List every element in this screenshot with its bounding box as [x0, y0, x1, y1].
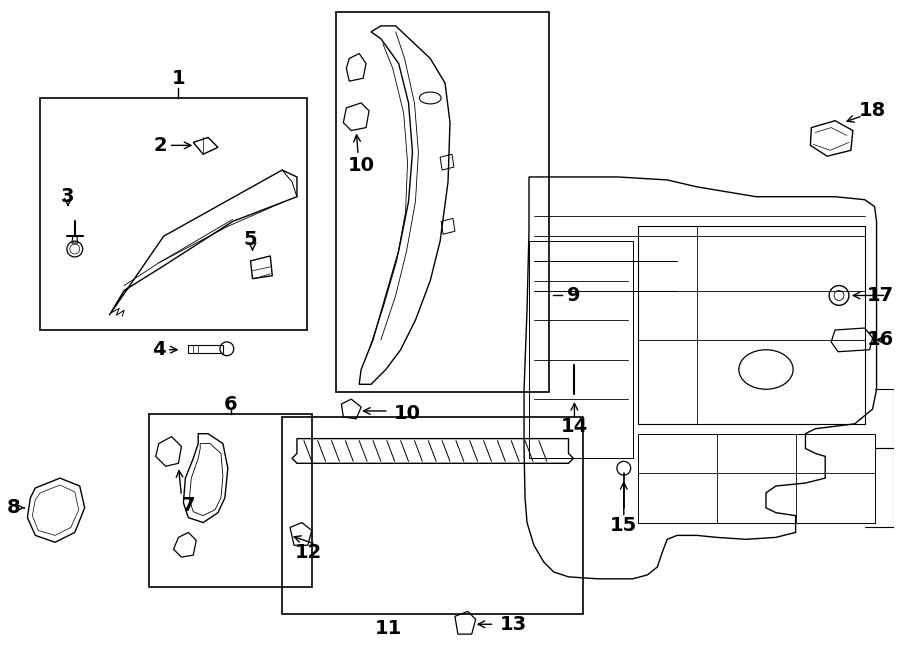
Text: 3: 3 — [61, 187, 75, 206]
Text: 4: 4 — [152, 340, 166, 360]
Text: 2: 2 — [154, 136, 167, 155]
Text: 10: 10 — [347, 155, 374, 175]
Bar — [40, 98, 307, 330]
Text: 7: 7 — [182, 496, 195, 516]
Text: 16: 16 — [867, 330, 895, 350]
Text: 11: 11 — [375, 619, 402, 638]
Text: 14: 14 — [561, 417, 588, 436]
Text: 15: 15 — [610, 516, 637, 535]
Bar — [637, 226, 865, 424]
Text: 18: 18 — [859, 101, 886, 120]
Text: 5: 5 — [244, 229, 257, 249]
Text: 9: 9 — [566, 286, 580, 305]
Text: 12: 12 — [294, 543, 321, 562]
Text: 6: 6 — [224, 395, 238, 414]
Bar — [282, 417, 583, 614]
Bar — [337, 12, 549, 392]
Text: 17: 17 — [868, 286, 895, 305]
Text: 13: 13 — [500, 615, 526, 634]
Text: 10: 10 — [393, 405, 420, 424]
Bar — [637, 434, 875, 523]
Bar — [529, 241, 633, 458]
Text: 1: 1 — [172, 69, 185, 88]
Text: 8: 8 — [7, 498, 21, 518]
Bar — [148, 414, 311, 587]
